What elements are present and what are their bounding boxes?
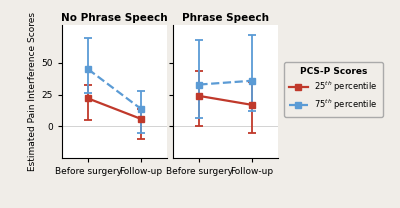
- Y-axis label: Estimated Pain Interference Scores: Estimated Pain Interference Scores: [28, 12, 37, 171]
- Title: No Phrase Speech: No Phrase Speech: [61, 13, 168, 23]
- Title: Phrase Speech: Phrase Speech: [182, 13, 269, 23]
- Legend: 25$^{th}$ percentile, 75$^{th}$ percentile: 25$^{th}$ percentile, 75$^{th}$ percenti…: [284, 62, 382, 117]
